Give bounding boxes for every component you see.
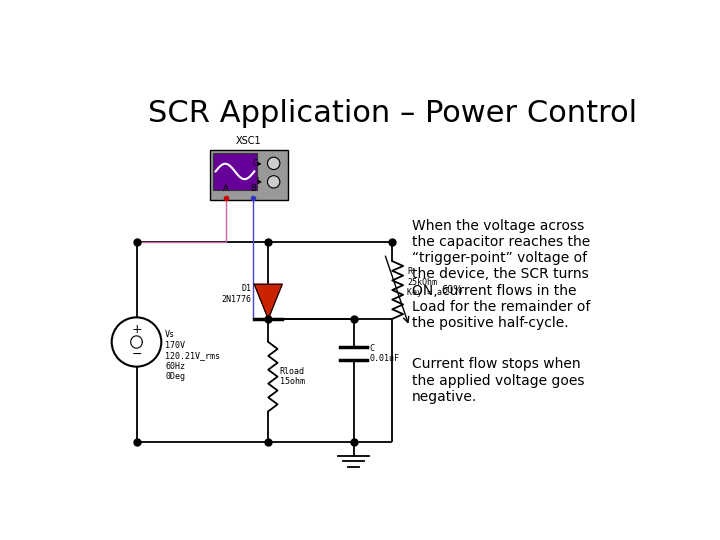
Polygon shape — [254, 284, 282, 319]
Text: I▸: I▸ — [257, 177, 263, 186]
Text: −: − — [131, 348, 142, 361]
Text: +: + — [131, 323, 142, 336]
Text: Vs
170V
120.21V_rms
60Hz
0Deg: Vs 170V 120.21V_rms 60Hz 0Deg — [165, 330, 220, 381]
Text: B: B — [250, 184, 256, 193]
Text: Current flow stops when
the applied voltage goes
negative.: Current flow stops when the applied volt… — [412, 357, 584, 404]
FancyBboxPatch shape — [213, 153, 256, 190]
Text: SCR Application – Power Control: SCR Application – Power Control — [148, 99, 637, 129]
Text: A: A — [222, 184, 228, 193]
Circle shape — [267, 176, 280, 188]
Text: G▸: G▸ — [253, 159, 263, 168]
Text: When the voltage across
the capacitor reaches the
“trigger-point” voltage of
the: When the voltage across the capacitor re… — [412, 219, 590, 330]
Text: XSC1: XSC1 — [236, 136, 261, 146]
Circle shape — [112, 318, 161, 367]
Text: C
0.01uF: C 0.01uF — [370, 344, 400, 363]
Text: R
25kOhm
Key = a: R 25kOhm Key = a — [407, 267, 442, 297]
Text: Rload
15ohm: Rload 15ohm — [280, 367, 305, 386]
Text: 60%: 60% — [442, 285, 463, 295]
Text: D1
2N1776: D1 2N1776 — [221, 284, 251, 303]
Circle shape — [267, 157, 280, 170]
FancyBboxPatch shape — [210, 150, 287, 200]
